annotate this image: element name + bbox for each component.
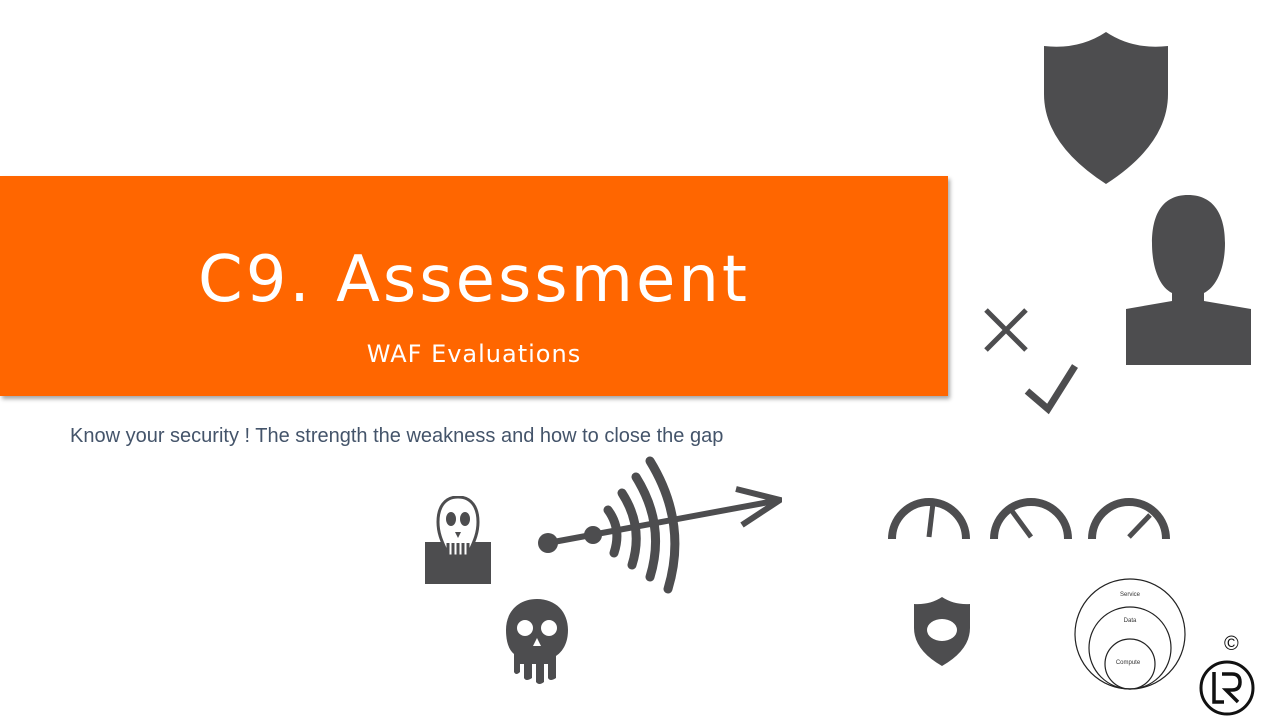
- check-mark-icon: [1024, 364, 1078, 415]
- shield-icon: [1044, 32, 1168, 184]
- title-banner: C9. Assessment WAF Evaluations: [0, 176, 948, 396]
- layer-label-service: Service: [1120, 592, 1141, 598]
- gauge-icon: [888, 498, 970, 540]
- skull-icon: [506, 599, 568, 684]
- layers-diagram: Service Data Compute: [1074, 578, 1186, 690]
- logo-icon: [1199, 660, 1255, 716]
- gauge-icon: [1088, 498, 1170, 540]
- small-shield-icon: [914, 597, 970, 666]
- copyright-mark: ©: [1224, 633, 1239, 655]
- signal-arrow-icon: [538, 456, 782, 594]
- layer-label-compute: Compute: [1116, 660, 1141, 666]
- gauge-icon: [990, 498, 1072, 540]
- user-silhouette-icon: [1126, 195, 1251, 365]
- slide-title: C9. Assessment: [198, 243, 750, 317]
- layer-label-data: Data: [1124, 618, 1137, 624]
- hacker-mask-icon: [425, 496, 491, 584]
- cross-mark-icon: [984, 308, 1028, 352]
- slide-tagline: Know your security ! The strength the we…: [70, 425, 724, 447]
- slide-subtitle: WAF Evaluations: [366, 340, 582, 368]
